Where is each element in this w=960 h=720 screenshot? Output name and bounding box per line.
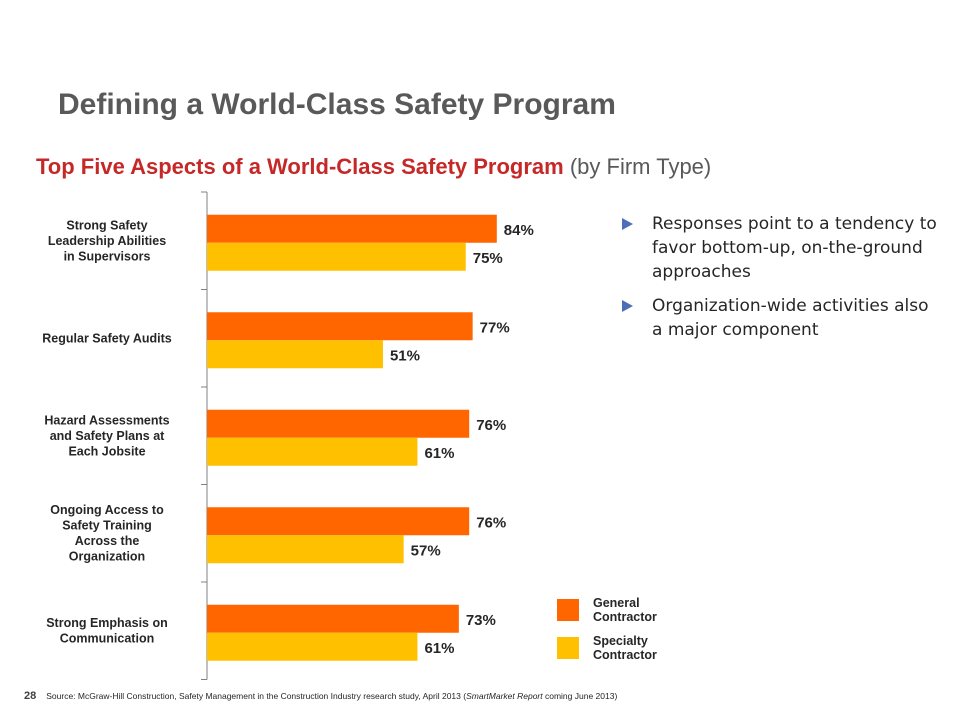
chart-subtitle-paren: (by Firm Type)	[563, 154, 712, 179]
legend-item-specialty-contractor: Specialty Contractor	[557, 634, 683, 662]
bar-specialty-contractor	[207, 242, 466, 271]
legend-swatch-general-contractor	[557, 599, 579, 621]
data-label: 76%	[476, 514, 506, 531]
bar-general-contractor	[207, 409, 470, 438]
bullet-list: Responses point to a tendency to favor b…	[622, 212, 942, 352]
bar-specialty-contractor	[207, 632, 418, 661]
page-title: Defining a World-Class Safety Program	[58, 88, 616, 121]
chart-subtitle-main: Top Five Aspects of a World-Class Safety…	[36, 154, 564, 179]
bar-chart: 84%75% Strong Safety Leadership Abilities i…	[42, 191, 534, 680]
data-label: 75%	[473, 250, 503, 267]
source-italic: SmartMarket Report	[466, 691, 543, 701]
page-number: 28	[24, 690, 37, 702]
bullet-item: Responses point to a tendency to favor b…	[622, 212, 942, 284]
source-prefix: Source: McGraw-Hill Construction, Safety…	[46, 691, 467, 701]
data-label: 77%	[480, 319, 510, 336]
data-label: 57%	[411, 542, 441, 559]
chart-legend: General Contractor Specialty Contractor	[557, 596, 683, 672]
category-label: Strong Safety Leadership Abilities in Supe…	[48, 218, 166, 263]
bullet-text: Organization-wide activities also a majo…	[652, 296, 929, 340]
data-label: 61%	[424, 640, 454, 657]
chart-subtitle: Top Five Aspects of a World-Class Safety…	[36, 154, 711, 180]
category-label: Ongoing Access to Safety Training Across t…	[50, 503, 164, 564]
data-label: 76%	[476, 417, 506, 434]
bar-specialty-contractor	[207, 340, 383, 369]
bar-general-contractor	[207, 604, 459, 633]
category-label: Strong Emphasis on Communication	[46, 616, 168, 646]
legend-label: General Contractor	[593, 596, 657, 624]
legend-item-general-contractor: General Contractor	[557, 596, 683, 624]
legend-label: Specialty Contractor	[593, 634, 657, 662]
data-label: 51%	[390, 347, 420, 364]
category-label: Hazard Assessments and Safety Plans at Eac…	[44, 413, 169, 458]
bar-specialty-contractor	[207, 535, 404, 564]
data-label: 84%	[504, 222, 534, 239]
bullet-text: Responses point to a tendency to favor b…	[652, 214, 937, 282]
data-label: 61%	[424, 445, 454, 462]
bar-specialty-contractor	[207, 437, 418, 466]
data-label: 73%	[466, 612, 496, 629]
legend-swatch-specialty-contractor	[557, 637, 579, 659]
triangle-arrow-icon	[622, 300, 633, 312]
footer: 28 Source: McGraw-Hill Construction, Safe…	[24, 690, 617, 702]
bar-general-contractor	[207, 214, 497, 243]
bar-general-contractor	[207, 507, 470, 536]
category-label: Regular Safety Audits	[42, 331, 171, 345]
bullet-item: Organization-wide activities also a majo…	[622, 294, 942, 342]
bar-general-contractor	[207, 312, 473, 341]
triangle-arrow-icon	[622, 218, 633, 230]
source-suffix: coming June 2013)	[542, 691, 618, 701]
